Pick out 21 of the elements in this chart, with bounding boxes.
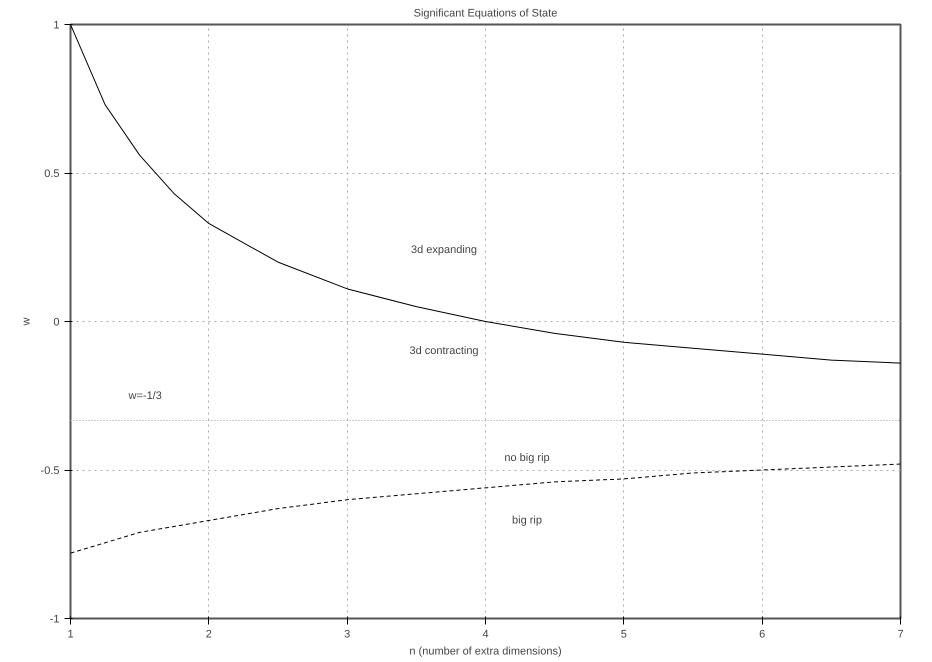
annotation: w=-1/3 — [128, 390, 162, 402]
y-tick-label: 0 — [53, 316, 60, 328]
x-tick-label: 6 — [759, 628, 766, 640]
y-tick-label: -0.5 — [40, 465, 60, 477]
x-tick-label: 1 — [67, 628, 74, 640]
annotation: 3d contracting — [409, 345, 479, 358]
annotation: 3d expanding — [410, 244, 478, 256]
y-axis-title: w — [20, 317, 33, 326]
y-tick-label: 1 — [53, 20, 60, 32]
y-tick-label: -1 — [50, 614, 60, 626]
line-series — [70, 464, 900, 554]
annotation: no big rip — [504, 452, 550, 464]
x-tick-label: 2 — [206, 628, 212, 640]
x-tick-label: 5 — [620, 628, 627, 640]
chart-title: Significant Equations of State — [414, 8, 558, 20]
y-tick-label: 0.5 — [44, 168, 60, 180]
x-axis-title: n (number of extra dimensions) — [409, 646, 562, 658]
x-tick-label: 3 — [344, 628, 350, 640]
x-tick-label: 7 — [897, 628, 904, 640]
x-tick-label: 4 — [482, 628, 489, 640]
annotation: big rip — [512, 514, 542, 526]
